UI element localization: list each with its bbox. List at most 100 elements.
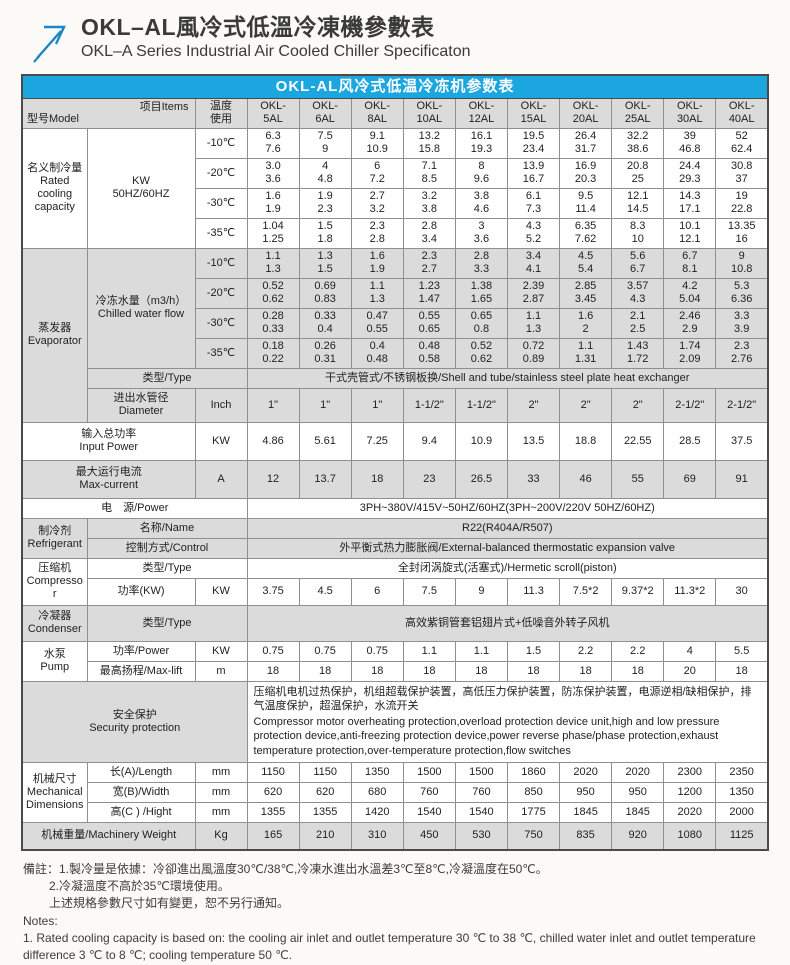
table-title-row: OKL-AL风冷式低温冷冻机参数表 xyxy=(21,74,769,99)
value-cell: OKL- 30AL xyxy=(663,97,717,129)
value-cell: 0.52 0.62 xyxy=(246,277,300,309)
value-cell: 6 7.2 xyxy=(350,157,404,189)
value-cell: 52 62.4 xyxy=(715,127,769,159)
value-cell: 22.55 xyxy=(611,421,665,461)
value-cell: 13.35 16 xyxy=(715,217,769,249)
value-cell: 6.3 7.6 xyxy=(246,127,300,159)
value-cell: 33 xyxy=(506,459,561,499)
refrigerant-name-value: R22(R404A/R507) xyxy=(246,517,769,539)
value-cell: 4.5 xyxy=(298,577,352,606)
value-cell: 1540 xyxy=(402,802,456,823)
security-text-zh: 压缩机电机过热保护，机组超载保护装置，高低压力保护装置，防冻保护装置，电源逆相/… xyxy=(253,685,752,713)
value-cell: 2000 xyxy=(715,802,769,823)
section-label-evaporator: 蒸发器 Evaporator xyxy=(21,247,88,423)
value-cell: 18 xyxy=(454,660,508,682)
value-cell: 18 xyxy=(559,660,613,682)
value-cell: 2.8 3.4 xyxy=(402,217,456,249)
value-cell: 18 xyxy=(506,660,561,682)
value-cell: 1355 xyxy=(246,802,300,823)
value-cell: 30.8 37 xyxy=(715,157,769,189)
value-cell: 2.3 2.7 xyxy=(402,247,456,279)
value-cell: 2020 xyxy=(663,802,717,823)
security-row: 安全保护 Security protection 压缩机电机过热保护，机组超载保护… xyxy=(21,680,769,763)
value-cell: 2.3 2.76 xyxy=(715,337,769,369)
compressor-type-label: 类型/Type xyxy=(86,557,248,579)
value-cell: 9 10.8 xyxy=(715,247,769,279)
value-cell: 2020 xyxy=(559,762,613,783)
value-cell: 310 xyxy=(350,822,404,850)
compressor-type-value: 全封闭涡旋式(活塞式)/Hermetic scroll(piston) xyxy=(246,557,769,579)
value-cell: 2.3 2.8 xyxy=(350,217,404,249)
value-cell: 450 xyxy=(402,822,456,850)
note-zh-3: 上述規格參數尺寸如有變更，恕不另行通知。 xyxy=(49,896,290,911)
value-cell: 2.2 xyxy=(611,640,665,662)
value-cell: 9.37*2 xyxy=(611,577,665,606)
value-cell: 2-1/2" xyxy=(715,387,769,423)
value-cell: 530 xyxy=(454,822,508,850)
value-cell: 1.04 1.25 xyxy=(246,217,300,249)
dimension-width-row: 宽(B)/Width mm 620 620 680 760 760 850 950 950 12… xyxy=(22,782,769,803)
value-cell: 1080 xyxy=(663,822,717,850)
refrigerant-name-row: 制冷剂 Refrigerant 名称/Name R22(R404A/R507) xyxy=(21,517,769,559)
pump-lift-row: 最高扬程/Max-lift m 18 18 18 18 18 18 18 18 20 18 xyxy=(22,660,769,682)
value-cell: 4 xyxy=(663,640,717,662)
value-cell: 39 46.8 xyxy=(663,127,717,159)
value-cell: 750 xyxy=(506,822,561,850)
value-cell: 0.72 0.89 xyxy=(506,337,561,369)
value-cell: 950 xyxy=(611,782,665,803)
temp-cell: -30℃ xyxy=(194,307,248,339)
corner-items-label: 项目Items xyxy=(139,100,189,113)
doc-titles: OKL–AL風冷式低溫冷凍機參數表 OKL–A Series Industria… xyxy=(81,14,471,62)
temp-cell: -20℃ xyxy=(194,277,248,309)
length-unit: mm xyxy=(194,762,248,783)
value-cell: 1.38 1.65 xyxy=(454,277,508,309)
value-cell: 5.5 xyxy=(715,640,769,662)
value-cell: 1540 xyxy=(454,802,508,823)
security-text-en: Compressor motor overheating protection,… xyxy=(253,715,720,757)
value-cell: 680 xyxy=(350,782,404,803)
evap-type-row: 类型/Type 干式壳管式/不锈钢板换/Shell and tube/stain… xyxy=(22,367,769,389)
value-cell: 920 xyxy=(611,822,665,850)
value-cell: 1.5 xyxy=(506,640,561,662)
value-cell: 1.1 1.31 xyxy=(559,337,613,369)
doc-title-en: OKL–A Series Industrial Air Cooled Chill… xyxy=(81,42,471,60)
value-cell: 1420 xyxy=(350,802,404,823)
width-unit: mm xyxy=(194,782,248,803)
value-cell: 9.1 10.9 xyxy=(350,127,404,159)
value-cell: 3.75 xyxy=(246,577,300,606)
value-cell: 11.3*2 xyxy=(663,577,717,606)
value-cell: 12.1 14.5 xyxy=(611,187,665,219)
refrigerant-control-label: 控制方式/Control xyxy=(86,537,248,559)
height-label: 高(C ) /Hight xyxy=(86,802,196,823)
input-power-label: 输入总功率 Input Power xyxy=(21,421,196,461)
value-cell: 2.46 2.9 xyxy=(663,307,717,339)
value-cell: 1.1 1.3 xyxy=(246,247,300,279)
height-unit: mm xyxy=(194,802,248,823)
value-cell: 1150 xyxy=(246,762,300,783)
value-cell: 1.9 2.3 xyxy=(298,187,352,219)
value-cell: OKL- 10AL xyxy=(402,97,456,129)
value-cell: 620 xyxy=(298,782,352,803)
value-cell: 2-1/2" xyxy=(663,387,717,423)
value-cell: 1.6 2 xyxy=(559,307,613,339)
value-cell: 835 xyxy=(559,822,613,850)
value-cell: 19.5 23.4 xyxy=(506,127,561,159)
value-cell: 18 xyxy=(611,660,665,682)
value-cell: 32.2 38.6 xyxy=(611,127,665,159)
value-cell: 3.8 4.6 xyxy=(454,187,508,219)
value-cell: 1150 xyxy=(298,762,352,783)
value-cell: 1500 xyxy=(402,762,456,783)
value-cell: OKL- 5AL xyxy=(246,97,300,129)
value-cell: 13.5 xyxy=(506,421,561,461)
section-label-rated-cooling: 名义制冷量 Rated cooling capacity xyxy=(21,127,88,249)
value-cell: 1125 xyxy=(715,822,769,850)
value-cell: 2300 xyxy=(663,762,717,783)
temp-cell: -10℃ xyxy=(194,247,248,279)
value-cell: 7.5*2 xyxy=(559,577,613,606)
power-supply-value: 3PH~380V/415V~50HZ/60HZ(3PH~200V/220V 50… xyxy=(246,497,769,519)
condenser-row: 冷凝器 Condenser 类型/Type 高效紫铜管套铝翅片式+低噪音外转子风机 xyxy=(21,604,769,642)
value-cell: OKL- 6AL xyxy=(298,97,352,129)
value-cell: 1845 xyxy=(559,802,613,823)
value-cell: 165 xyxy=(246,822,300,850)
temp-cell: -35℃ xyxy=(194,337,248,369)
